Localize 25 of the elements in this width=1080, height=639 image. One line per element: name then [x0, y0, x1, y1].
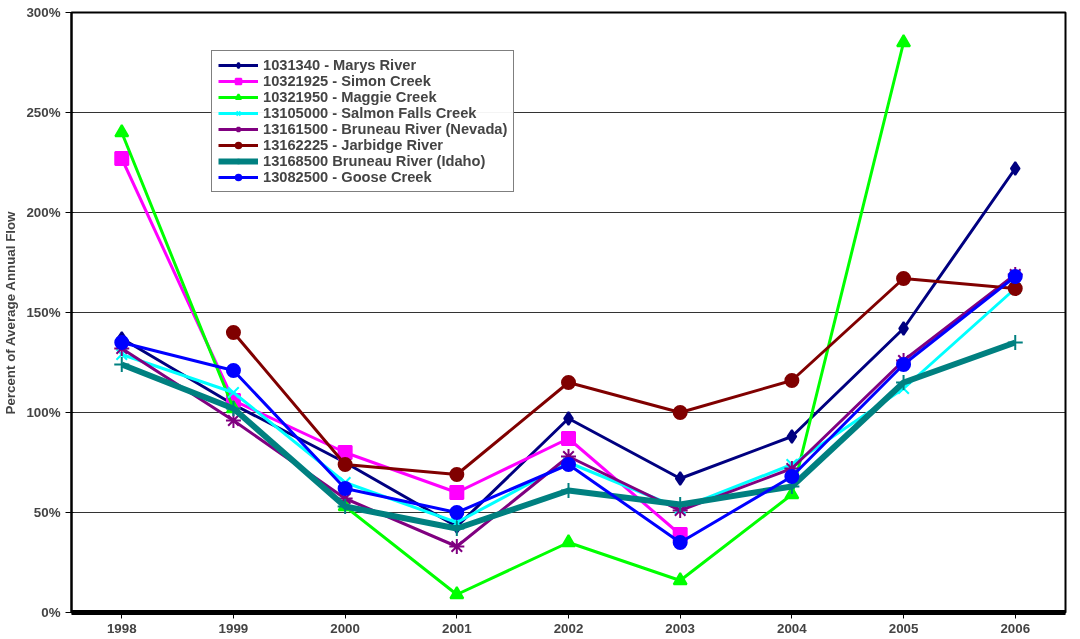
y-tick-label: 100% — [26, 405, 61, 420]
y-tick-label: 50% — [33, 505, 61, 520]
y-axis-title: Percent of Average Annual Flow — [3, 210, 19, 415]
x-tick-label: 2002 — [553, 620, 584, 636]
x-tick-label: 1998 — [106, 620, 137, 636]
y-tick-label: 150% — [26, 305, 61, 320]
legend-label: 10321925 - Simon Creek — [263, 73, 431, 89]
x-tick-label: 2004 — [777, 620, 808, 636]
legend-label: 1031340 - Marys River — [263, 57, 417, 73]
x-tick-label: 1999 — [218, 620, 249, 636]
x-tick-label: 2001 — [441, 620, 473, 636]
y-tick-label: 0% — [41, 605, 61, 620]
x-tick-label: 2000 — [330, 620, 360, 636]
y-tick-label: 200% — [26, 205, 61, 220]
x-tick-label: 2005 — [888, 620, 919, 636]
x-tick-label: 2006 — [1000, 620, 1031, 636]
x-tick-label: 2003 — [665, 620, 696, 636]
legend-label: 13161500 - Bruneau River (Nevada) — [263, 121, 508, 137]
y-tick-label: 250% — [26, 105, 61, 120]
legend-label: 13168500 Bruneau River (Idaho) — [263, 153, 486, 169]
legend-label: 10321950 - Maggie Creek — [263, 89, 437, 105]
y-tick-label: 300% — [26, 5, 61, 20]
legend-label: 13162225 - Jarbidge River — [263, 137, 444, 153]
legend-label: 13082500 - Goose Creek — [263, 169, 432, 185]
legend-label: 13105000 - Salmon Falls Creek — [263, 105, 477, 121]
